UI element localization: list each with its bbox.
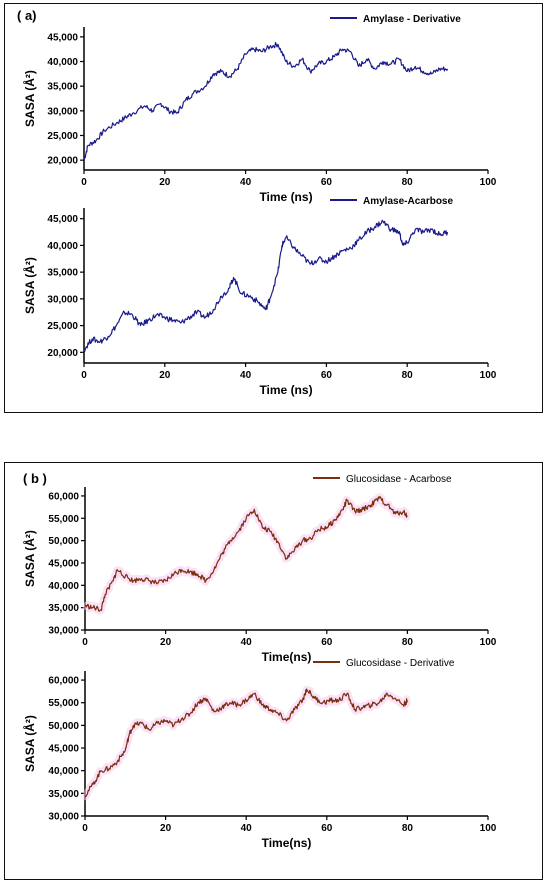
y-axis-title: SASA (Å²) bbox=[22, 257, 37, 314]
y-tick-label: 20,000 bbox=[47, 156, 78, 167]
y-tick-label: 35,000 bbox=[47, 82, 78, 93]
y-tick-label: 45,000 bbox=[48, 744, 79, 755]
x-tick-label: 20 bbox=[160, 637, 172, 648]
x-tick-label: 100 bbox=[480, 177, 497, 188]
legend-label: Amylase - Derivative bbox=[363, 14, 461, 25]
series-highlight bbox=[82, 685, 411, 801]
x-tick-label: 80 bbox=[402, 637, 414, 648]
series-line bbox=[83, 219, 449, 352]
x-tick-label: 100 bbox=[480, 370, 497, 381]
y-tick-label: 45,000 bbox=[47, 214, 78, 225]
y-tick-label: 55,000 bbox=[48, 698, 79, 709]
series-line bbox=[84, 496, 408, 612]
y-tick-label: 40,000 bbox=[47, 57, 78, 68]
y-tick-label: 45,000 bbox=[48, 558, 79, 569]
chart-4: 0 20 40 60 80 100 30,000 35,000 40,000 45,000 50,0… bbox=[22, 658, 497, 850]
y-tick-label: 45,000 bbox=[47, 32, 78, 43]
y-tick-label: 55,000 bbox=[48, 514, 79, 525]
chart-2: 0 20 40 60 80 100 20,000 25,000 30,000 35,000 40,0… bbox=[22, 196, 497, 397]
x-tick-label: 40 bbox=[240, 177, 252, 188]
y-tick-label: 40,000 bbox=[47, 241, 78, 252]
y-tick-label: 20,000 bbox=[47, 348, 78, 359]
y-axis-title: SASA (Å²) bbox=[22, 530, 37, 587]
x-tick-label: 40 bbox=[241, 823, 253, 834]
y-tick-label: 35,000 bbox=[47, 268, 78, 279]
x-tick-label: 60 bbox=[321, 177, 333, 188]
y-tick-label: 25,000 bbox=[47, 131, 78, 142]
y-tick-label: 60,000 bbox=[48, 491, 79, 502]
x-axis-title: Time (ns) bbox=[259, 383, 312, 397]
y-tick-label: 35,000 bbox=[48, 789, 79, 800]
x-tick-label: 80 bbox=[402, 177, 414, 188]
y-tick-label: 40,000 bbox=[48, 581, 79, 592]
y-tick-label: 60,000 bbox=[48, 676, 79, 687]
x-tick-label: 20 bbox=[159, 177, 171, 188]
series-line bbox=[84, 688, 408, 798]
y-tick-label: 40,000 bbox=[48, 766, 79, 777]
x-tick-label: 60 bbox=[321, 370, 333, 381]
x-tick-label: 0 bbox=[82, 823, 88, 834]
panel-a-label: ( a) bbox=[17, 8, 37, 23]
y-tick-label: 35,000 bbox=[48, 603, 79, 614]
y-tick-label: 50,000 bbox=[48, 536, 79, 547]
x-tick-label: 40 bbox=[240, 370, 252, 381]
y-tick-label: 25,000 bbox=[47, 321, 78, 332]
x-tick-label: 100 bbox=[480, 823, 497, 834]
x-tick-label: 0 bbox=[82, 637, 88, 648]
y-tick-label: 30,000 bbox=[48, 626, 79, 637]
x-tick-label: 20 bbox=[160, 823, 172, 834]
x-tick-label: 40 bbox=[241, 637, 253, 648]
x-tick-label: 80 bbox=[402, 370, 414, 381]
series-highlight bbox=[82, 493, 411, 615]
y-tick-label: 50,000 bbox=[48, 721, 79, 732]
x-tick-label: 60 bbox=[321, 637, 333, 648]
x-axis-title: Time(ns) bbox=[262, 836, 312, 850]
x-tick-label: 80 bbox=[402, 823, 414, 834]
x-tick-label: 20 bbox=[159, 370, 171, 381]
x-tick-label: 60 bbox=[321, 823, 333, 834]
y-tick-label: 30,000 bbox=[48, 812, 79, 823]
y-axis-title: SASA (Å²) bbox=[22, 715, 37, 772]
x-axis-title: Time (ns) bbox=[259, 190, 312, 204]
legend-label: Glucosidase - Acarbose bbox=[346, 474, 452, 485]
panel-b-label: ( b ) bbox=[23, 471, 47, 486]
chart-3: 0 20 40 60 80 100 30,000 35,000 40,000 45,000 50,0… bbox=[22, 474, 497, 664]
x-tick-label: 0 bbox=[81, 177, 87, 188]
y-tick-label: 30,000 bbox=[47, 294, 78, 305]
legend-label: Glucosidase - Derivative bbox=[346, 658, 455, 669]
y-tick-label: 30,000 bbox=[47, 106, 78, 117]
x-tick-label: 0 bbox=[81, 370, 87, 381]
x-tick-label: 100 bbox=[480, 637, 497, 648]
chart-1: 0 20 40 60 80 100 20,000 25,000 30,000 35,000 40,0… bbox=[22, 14, 497, 204]
series-line bbox=[83, 42, 449, 161]
legend-label: Amylase-Acarbose bbox=[363, 196, 453, 207]
y-axis-title: SASA (Å²) bbox=[22, 70, 37, 127]
panel-a: ( a) bbox=[4, 3, 543, 413]
x-axis-title: Time(ns) bbox=[262, 650, 312, 664]
